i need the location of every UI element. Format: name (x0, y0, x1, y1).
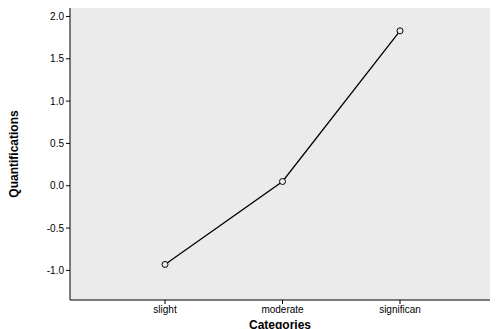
svg-text:moderate: moderate (261, 304, 304, 315)
svg-text:Categories: Categories (249, 318, 311, 329)
svg-text:0.5: 0.5 (50, 138, 64, 149)
svg-text:-1.0: -1.0 (47, 265, 65, 276)
svg-text:0.0: 0.0 (50, 180, 64, 191)
svg-text:2.0: 2.0 (50, 11, 64, 22)
svg-text:1.5: 1.5 (50, 53, 64, 64)
svg-text:1.0: 1.0 (50, 96, 64, 107)
svg-text:slight: slight (153, 304, 177, 315)
svg-text:Quantifications: Quantifications (8, 110, 21, 198)
svg-text:significan: significan (379, 304, 421, 315)
svg-text:-0.5: -0.5 (47, 223, 65, 234)
